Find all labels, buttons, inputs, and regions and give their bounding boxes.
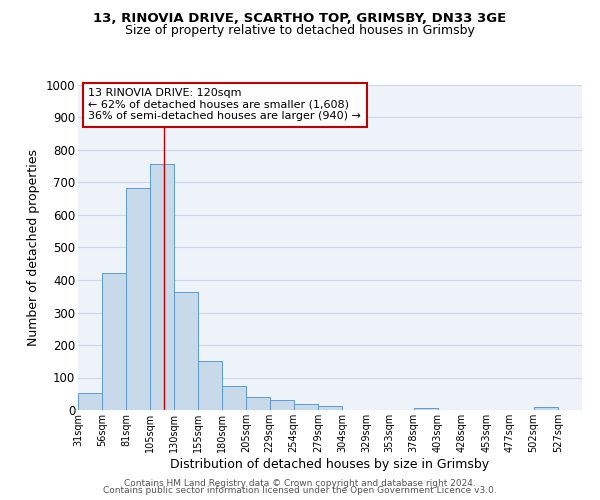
- Bar: [269, 400, 294, 410]
- Y-axis label: Number of detached properties: Number of detached properties: [27, 149, 40, 346]
- Bar: [222, 386, 247, 410]
- Bar: [247, 397, 269, 410]
- Text: Size of property relative to detached houses in Grimsby: Size of property relative to detached ho…: [125, 24, 475, 37]
- Bar: [102, 273, 127, 410]
- Text: Contains HM Land Registry data © Crown copyright and database right 2024.: Contains HM Land Registry data © Crown c…: [124, 478, 476, 488]
- Text: 13, RINOVIA DRIVE, SCARTHO TOP, GRIMSBY, DN33 3GE: 13, RINOVIA DRIVE, SCARTHO TOP, GRIMSBY,…: [94, 12, 506, 26]
- X-axis label: Distribution of detached houses by size in Grimsby: Distribution of detached houses by size …: [170, 458, 490, 471]
- Text: 13 RINOVIA DRIVE: 120sqm
← 62% of detached houses are smaller (1,608)
36% of sem: 13 RINOVIA DRIVE: 120sqm ← 62% of detach…: [88, 88, 361, 122]
- Bar: [127, 188, 151, 410]
- Bar: [413, 408, 438, 410]
- Bar: [294, 404, 318, 410]
- Text: Contains public sector information licensed under the Open Government Licence v3: Contains public sector information licen…: [103, 486, 497, 495]
- Bar: [198, 360, 222, 410]
- Bar: [78, 393, 102, 410]
- Bar: [318, 406, 342, 410]
- Bar: [533, 408, 558, 410]
- Bar: [174, 292, 198, 410]
- Bar: [149, 164, 174, 410]
